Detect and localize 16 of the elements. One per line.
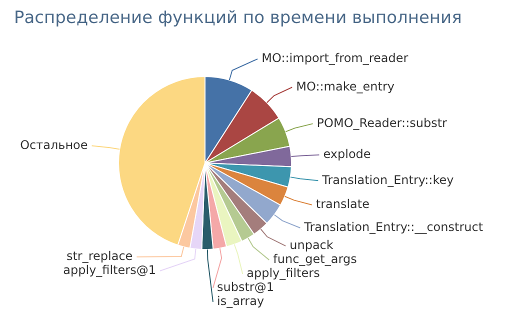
slice-label: func_get_args	[273, 252, 357, 266]
slice-label: MO::make_entry	[296, 79, 394, 94]
chart-title: Распределение функций по времени выполнения	[14, 8, 462, 28]
slice-label: Остальное	[20, 138, 88, 152]
slice-label: Translation_Entry::key	[321, 172, 454, 187]
slice-label: MO::import_from_reader	[262, 51, 408, 66]
slice-label: str_replace	[66, 249, 133, 264]
slice-label: apply_filters@1	[63, 263, 156, 278]
slice-label: substr@1	[217, 280, 274, 294]
slice-label: is_array	[217, 294, 264, 308]
slice-label: POMO_Reader::substr	[316, 116, 448, 130]
slice-label: translate	[316, 196, 370, 211]
slice-label: apply_filters	[246, 266, 320, 280]
slice-label: explode	[323, 146, 371, 161]
slice-label: unpack	[290, 238, 334, 252]
slice-label: Translation_Entry::__construct	[303, 220, 484, 234]
